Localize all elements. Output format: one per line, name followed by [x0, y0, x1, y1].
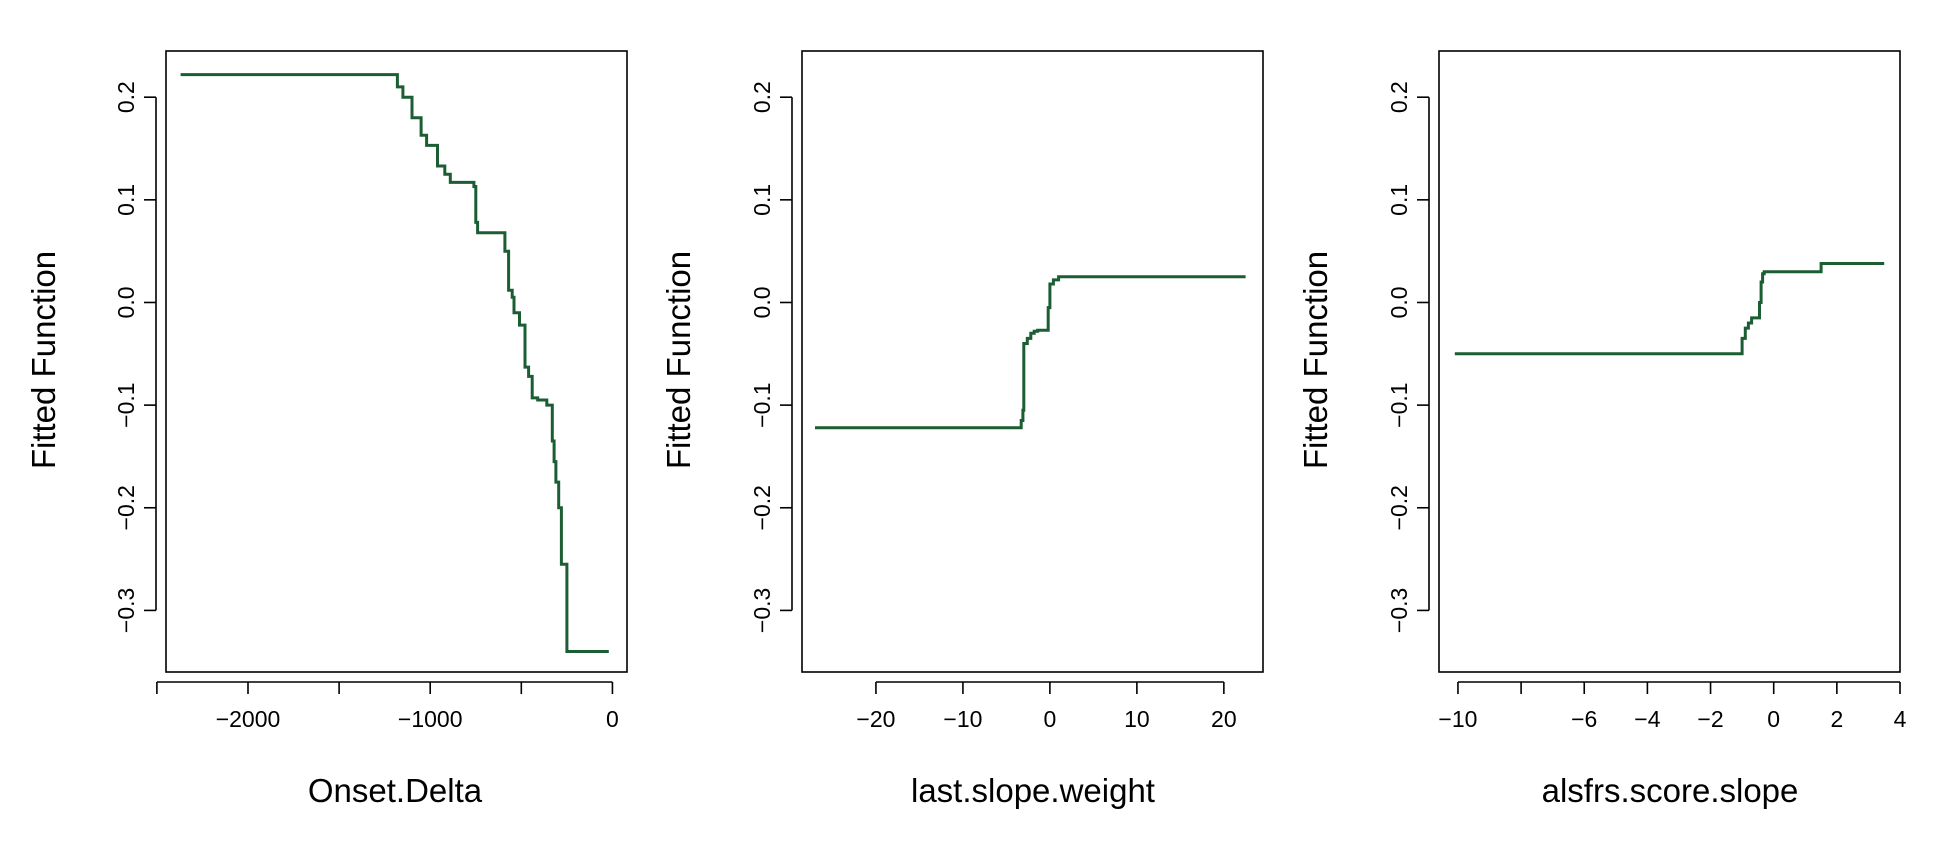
x-tick-label: 0: [1043, 706, 1056, 732]
x-tick-label: 4: [1894, 706, 1907, 732]
y-tick-label: 0.1: [1386, 184, 1412, 216]
y-tick-label: −0.2: [749, 485, 775, 530]
x-tick-label: −6: [1571, 706, 1597, 732]
y-tick-label: 0.2: [113, 81, 139, 113]
x-axis-label: Onset.Delta: [308, 772, 483, 809]
x-tick-label: −10: [943, 706, 982, 732]
x-tick-label: 10: [1124, 706, 1150, 732]
y-tick-label: −0.1: [1386, 382, 1412, 427]
y-tick-label: 0.2: [1386, 81, 1412, 113]
fitted-function-line: [815, 275, 1246, 430]
plot-frame: [165, 50, 628, 673]
fitted-function-line: [180, 73, 609, 653]
y-tick-label: −0.2: [113, 485, 139, 530]
x-tick-label: −2000: [216, 706, 281, 732]
y-tick-label: −0.3: [1386, 588, 1412, 633]
plot-frame: [1438, 50, 1901, 673]
x-axis-label: alsfrs.score.slope: [1542, 772, 1799, 809]
plot-frame: [801, 50, 1264, 673]
x-tick-label: −2: [1697, 706, 1723, 732]
x-tick-label: −10: [1438, 706, 1477, 732]
y-tick-label: 0.0: [1386, 286, 1412, 318]
y-tick-label: 0.1: [113, 184, 139, 216]
x-tick-label: 2: [1830, 706, 1843, 732]
x-tick-label: −1000: [398, 706, 463, 732]
y-tick-label: −0.3: [113, 588, 139, 633]
x-tick-label: 0: [1767, 706, 1780, 732]
x-tick-label: −4: [1634, 706, 1660, 732]
y-tick-label: 0.0: [113, 286, 139, 318]
y-tick-label: −0.1: [113, 382, 139, 427]
x-tick-label: 0: [606, 706, 619, 732]
y-axis-label: Fitted Function: [660, 251, 697, 469]
fitted-function-line: [1454, 262, 1885, 356]
panel-last-slope-weight: Fitted Function last.slope.weight −20 −10…: [660, 50, 1264, 809]
y-tick-label: −0.2: [1386, 485, 1412, 530]
y-tick-label: 0.2: [749, 81, 775, 113]
y-axis-label: Fitted Function: [25, 251, 62, 469]
y-tick-label: 0.1: [749, 184, 775, 216]
y-axis-label: Fitted Function: [1297, 251, 1334, 469]
x-tick-label: 20: [1211, 706, 1237, 732]
y-tick-label: −0.3: [749, 588, 775, 633]
x-tick-label: −20: [856, 706, 895, 732]
y-tick-label: 0.0: [749, 286, 775, 318]
panel-onset-delta: Fitted Function Onset.Delta −2000 −1000 0 −…: [25, 50, 628, 809]
x-axis-label: last.slope.weight: [911, 772, 1155, 809]
y-tick-label: −0.1: [749, 382, 775, 427]
panel-alsfrs-score-slope: Fitted Function alsfrs.score.slope −10 −6…: [1297, 50, 1907, 809]
